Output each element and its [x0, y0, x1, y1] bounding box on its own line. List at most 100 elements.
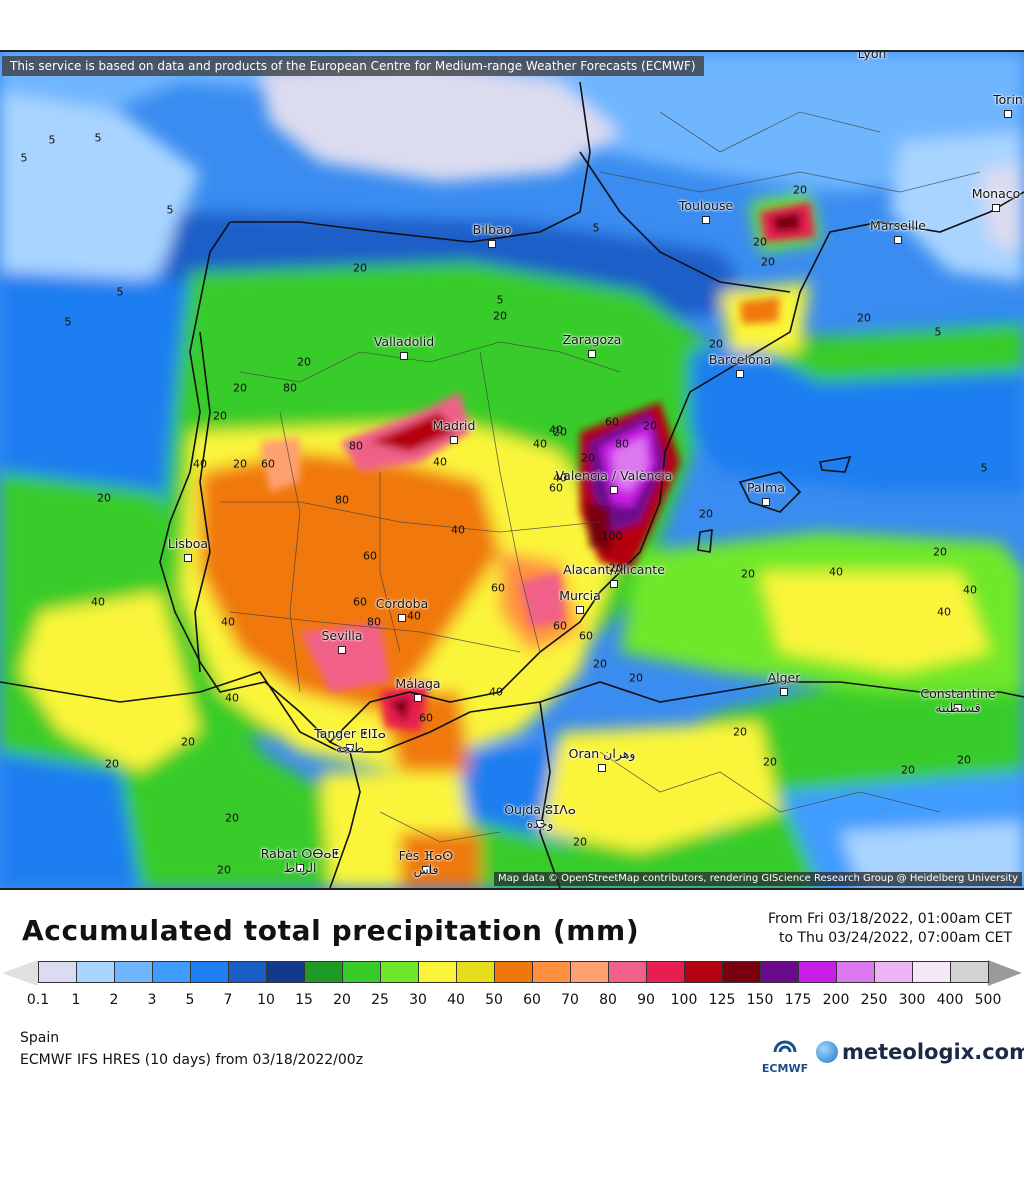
legend-tick-label: 70: [561, 992, 579, 1008]
contour-label: 40: [407, 609, 421, 623]
city-marker-constantine[interactable]: [954, 704, 962, 712]
contour-label: 60: [579, 629, 593, 643]
city-label-oran: Oran وهران: [568, 746, 636, 761]
contour-label: 40: [829, 565, 843, 579]
contour-label: 20: [741, 567, 755, 581]
contour-label: 20: [699, 507, 713, 521]
city-label-monaco: Monaco: [971, 186, 1021, 201]
city-marker-toulouse[interactable]: [702, 216, 710, 224]
city-marker-valladolid[interactable]: [400, 352, 408, 360]
city-marker-bilbao[interactable]: [488, 240, 496, 248]
contour-label: 20: [97, 491, 111, 505]
contour-label: 40: [553, 471, 567, 485]
contour-label: 60: [363, 549, 377, 563]
contour-label: 40: [221, 615, 235, 629]
city-marker-torino[interactable]: [1004, 110, 1012, 118]
city-label-rabat: Rabat ⵔⴱⴰⵟ: [260, 846, 340, 861]
legend-tick-label: 100: [670, 992, 698, 1008]
legend-swatch: [418, 961, 457, 983]
contour-label: 40: [937, 605, 951, 619]
contour-label: 5: [980, 461, 988, 475]
legend-tick-label: 80: [599, 992, 617, 1008]
city-label-rabat-ar: الرباط: [283, 860, 317, 875]
city-marker-monaco[interactable]: [992, 204, 1000, 212]
city-label-constantine: Constantine: [920, 686, 996, 701]
city-marker-tanger[interactable]: [346, 744, 354, 752]
contour-label: 60: [553, 619, 567, 633]
city-marker-murcia[interactable]: [576, 606, 584, 614]
contour-label: 60: [491, 581, 505, 595]
contour-label: 20: [225, 811, 239, 825]
contour-label: 20: [213, 409, 227, 423]
legend-swatch: [646, 961, 685, 983]
city-marker-cordoba[interactable]: [398, 614, 406, 622]
legend-tick-label: 40: [447, 992, 465, 1008]
city-label-oujda: Oujda ⵓⵊⴷⴰ: [504, 802, 576, 817]
ecmwf-logo[interactable]: ECMWF: [760, 1038, 810, 1075]
city-marker-barcelona[interactable]: [736, 370, 744, 378]
contour-label: 20: [933, 545, 947, 559]
chart-title: Accumulated total precipitation (mm): [22, 914, 640, 947]
contour-label: 20: [793, 183, 807, 197]
map-data-credit[interactable]: Map data © OpenStreetMap contributors, r…: [494, 872, 1022, 886]
contour-label: 20: [629, 671, 643, 685]
city-label-murcia: Murcia: [559, 588, 601, 603]
city-label-constantine-ar: قسنطينة: [935, 700, 981, 715]
city-label-lisboa: Lisboa: [167, 536, 209, 551]
contour-label: 5: [934, 325, 942, 339]
contour-label: 40: [433, 455, 447, 469]
city-marker-oran[interactable]: [598, 764, 606, 772]
city-marker-palma[interactable]: [762, 498, 770, 506]
city-label-madrid: Madrid: [432, 418, 476, 433]
city-marker-alger[interactable]: [780, 688, 788, 696]
contour-label: 20: [763, 755, 777, 769]
city-marker-valencia[interactable]: [610, 486, 618, 494]
globe-icon: [816, 1041, 838, 1063]
contour-label: 80: [615, 437, 629, 451]
legend-tick-label: 10: [257, 992, 275, 1008]
city-marker-sevilla[interactable]: [338, 646, 346, 654]
city-marker-malaga[interactable]: [414, 694, 422, 702]
legend-swatch: [912, 961, 951, 983]
contour-label: 20: [105, 757, 119, 771]
contour-label: 20: [609, 561, 623, 575]
city-label-palma: Palma: [747, 480, 785, 495]
meteologix-logo[interactable]: meteologix.com: [816, 1038, 1024, 1066]
contour-label: 20: [217, 863, 231, 877]
city-marker-lisboa[interactable]: [184, 554, 192, 562]
legend-swatch: [342, 961, 381, 983]
city-marker-alicante[interactable]: [610, 580, 618, 588]
legend-tick-label: 7: [223, 992, 233, 1008]
legend-swatch: [266, 961, 305, 983]
contour-label: 40: [489, 685, 503, 699]
city-label-oujda-ar: وجدة: [526, 816, 554, 831]
city-label-zaragoza: Zaragoza: [562, 332, 622, 347]
contour-label: 40: [451, 523, 465, 537]
legend-tick-label: 175: [784, 992, 812, 1008]
legend-swatch: [380, 961, 419, 983]
legend-swatch: [836, 961, 875, 983]
legend-swatch: [570, 961, 609, 983]
contour-label: 5: [64, 315, 72, 329]
contour-label: 20: [493, 309, 507, 323]
contour-label: 5: [592, 221, 600, 235]
city-marker-fes[interactable]: [422, 866, 430, 874]
precipitation-map[interactable]: This service is based on data and produc…: [0, 50, 1024, 890]
contour-label: 20: [573, 835, 587, 849]
legend-tick-label: 400: [936, 992, 964, 1008]
city-label-malaga: Málaga: [395, 676, 441, 691]
city-marker-zaragoza[interactable]: [588, 350, 596, 358]
legend-swatch: [798, 961, 837, 983]
city-marker-madrid[interactable]: [450, 436, 458, 444]
city-marker-rabat[interactable]: [296, 864, 304, 872]
legend-tick-label: 5: [185, 992, 195, 1008]
city-marker-marseille[interactable]: [894, 236, 902, 244]
legend-tick-label: 250: [860, 992, 888, 1008]
legend-swatch: [760, 961, 799, 983]
legend-tick-label: 2: [109, 992, 119, 1008]
contour-label: 40: [91, 595, 105, 609]
contour-label: 40: [533, 437, 547, 451]
legend-tick-label: 20: [333, 992, 351, 1008]
contour-label: 60: [419, 711, 433, 725]
city-marker-oujda[interactable]: [536, 820, 544, 828]
